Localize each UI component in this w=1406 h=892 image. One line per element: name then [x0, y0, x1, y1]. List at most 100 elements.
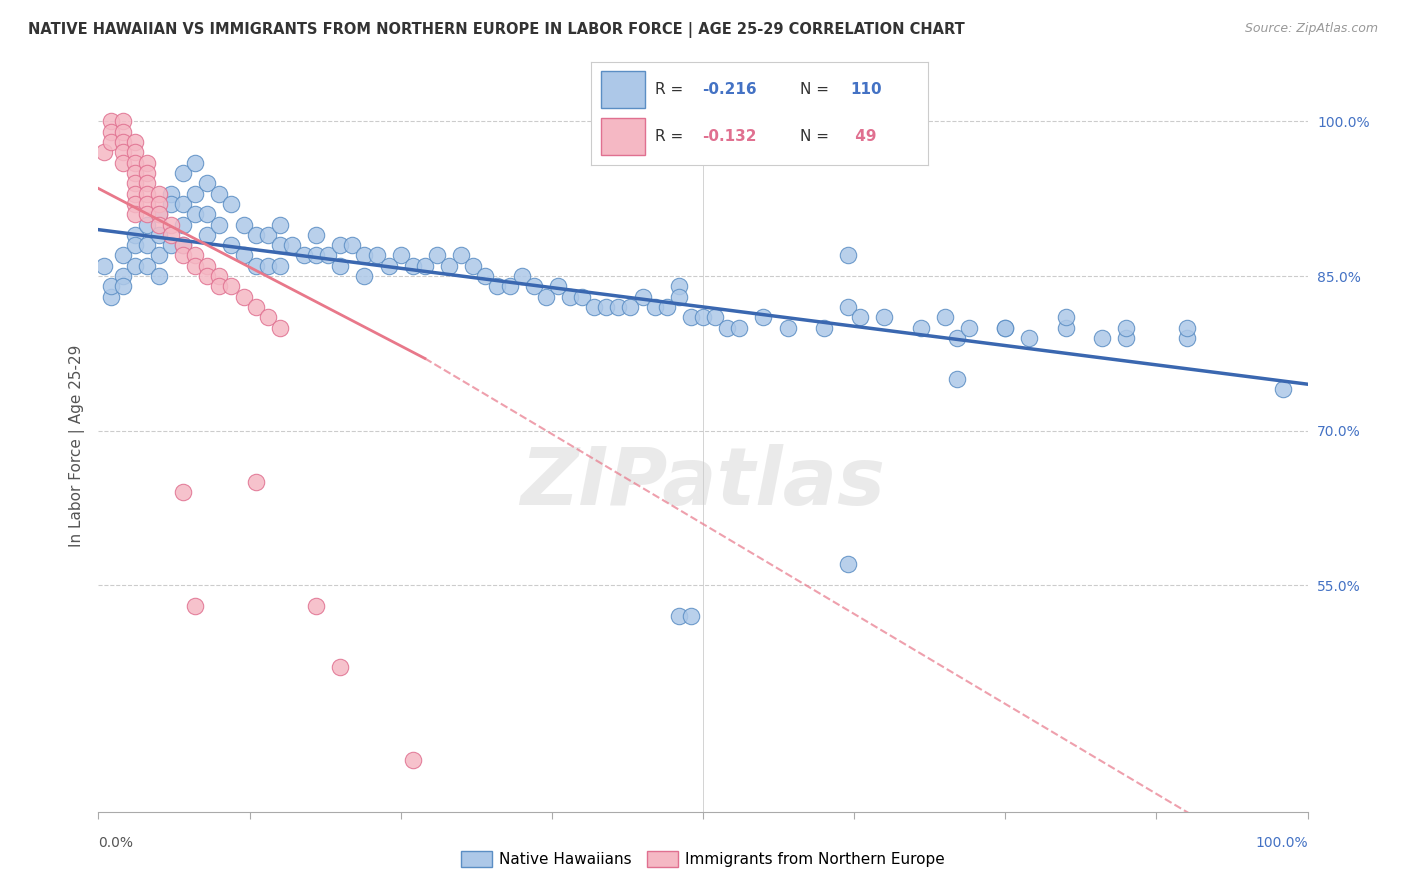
- Point: [402, 753, 425, 767]
- Point: [135, 197, 157, 211]
- Point: [172, 197, 194, 211]
- Point: [523, 279, 546, 293]
- Point: [111, 155, 134, 169]
- Point: [184, 259, 207, 273]
- Point: [1175, 320, 1198, 334]
- Point: [269, 259, 291, 273]
- Point: [305, 227, 328, 242]
- Point: [111, 268, 134, 283]
- Point: [389, 248, 412, 262]
- Point: [148, 186, 170, 201]
- Point: [413, 259, 436, 273]
- Point: [184, 207, 207, 221]
- Legend: Native Hawaiians, Immigrants from Northern Europe: Native Hawaiians, Immigrants from Northe…: [456, 846, 950, 873]
- Point: [910, 320, 932, 334]
- Point: [148, 227, 170, 242]
- Point: [111, 125, 134, 139]
- Point: [463, 259, 485, 273]
- Point: [124, 176, 146, 190]
- Point: [111, 114, 134, 128]
- Point: [292, 248, 315, 262]
- Point: [534, 290, 557, 304]
- FancyBboxPatch shape: [600, 118, 644, 155]
- Point: [776, 320, 799, 334]
- Text: R =: R =: [655, 81, 688, 96]
- Point: [195, 268, 218, 283]
- Point: [813, 320, 835, 334]
- Point: [148, 207, 170, 221]
- Point: [329, 259, 352, 273]
- Point: [329, 238, 352, 252]
- Point: [679, 609, 702, 624]
- Point: [752, 310, 775, 325]
- Point: [316, 248, 339, 262]
- Point: [1054, 320, 1077, 334]
- Text: N =: N =: [800, 128, 834, 144]
- Point: [486, 279, 509, 293]
- Point: [124, 227, 146, 242]
- Point: [208, 268, 231, 283]
- Point: [135, 176, 157, 190]
- Point: [281, 238, 304, 252]
- Text: 110: 110: [851, 81, 882, 96]
- Point: [93, 145, 115, 160]
- Point: [837, 558, 859, 572]
- Point: [668, 609, 690, 624]
- Point: [668, 279, 690, 293]
- Point: [994, 320, 1017, 334]
- Point: [100, 279, 122, 293]
- Point: [716, 320, 738, 334]
- Point: [135, 218, 157, 232]
- Point: [366, 248, 388, 262]
- Point: [245, 300, 267, 314]
- Point: [704, 310, 727, 325]
- Point: [305, 599, 328, 613]
- Point: [269, 320, 291, 334]
- Point: [221, 197, 243, 211]
- Text: -0.216: -0.216: [702, 81, 756, 96]
- Point: [342, 238, 364, 252]
- Text: 49: 49: [851, 128, 877, 144]
- Point: [93, 259, 115, 273]
- Point: [172, 238, 194, 252]
- Point: [184, 186, 207, 201]
- Point: [571, 290, 593, 304]
- Point: [305, 248, 328, 262]
- Point: [245, 475, 267, 489]
- Text: Source: ZipAtlas.com: Source: ZipAtlas.com: [1244, 22, 1378, 36]
- Point: [184, 155, 207, 169]
- FancyBboxPatch shape: [600, 70, 644, 108]
- Point: [195, 207, 218, 221]
- Point: [1091, 331, 1114, 345]
- Point: [124, 238, 146, 252]
- Point: [135, 238, 157, 252]
- Point: [655, 300, 678, 314]
- Point: [353, 268, 375, 283]
- Point: [946, 331, 969, 345]
- Point: [353, 248, 375, 262]
- Point: [100, 125, 122, 139]
- Point: [1115, 320, 1137, 334]
- Point: [377, 259, 399, 273]
- Point: [160, 197, 183, 211]
- Point: [135, 166, 157, 180]
- Point: [934, 310, 956, 325]
- Point: [873, 310, 896, 325]
- Point: [124, 197, 146, 211]
- Point: [124, 155, 146, 169]
- Point: [583, 300, 606, 314]
- Text: NATIVE HAWAIIAN VS IMMIGRANTS FROM NORTHERN EUROPE IN LABOR FORCE | AGE 25-29 CO: NATIVE HAWAIIAN VS IMMIGRANTS FROM NORTH…: [28, 22, 965, 38]
- Point: [558, 290, 581, 304]
- Point: [269, 238, 291, 252]
- Point: [172, 218, 194, 232]
- Point: [1054, 310, 1077, 325]
- Text: -0.132: -0.132: [702, 128, 756, 144]
- Point: [208, 186, 231, 201]
- Text: ZIPatlas: ZIPatlas: [520, 443, 886, 522]
- Point: [498, 279, 520, 293]
- Point: [595, 300, 617, 314]
- Y-axis label: In Labor Force | Age 25-29: In Labor Force | Age 25-29: [69, 345, 84, 547]
- Point: [221, 238, 243, 252]
- Point: [1115, 331, 1137, 345]
- Point: [111, 279, 134, 293]
